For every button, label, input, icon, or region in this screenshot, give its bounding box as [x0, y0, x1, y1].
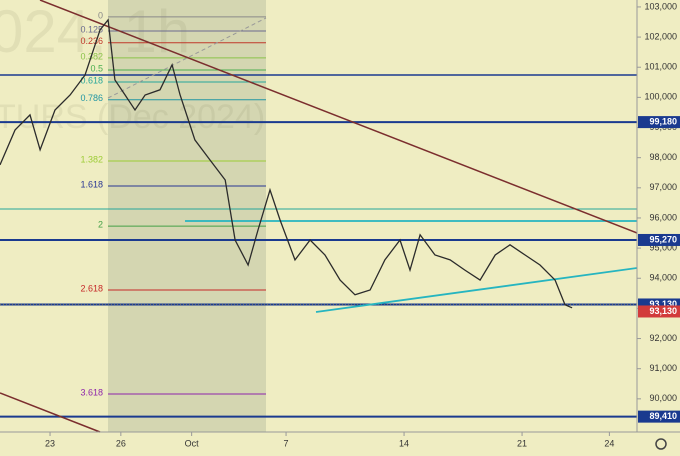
- y-tick-label: 95,000: [649, 242, 677, 252]
- fib-label: 2.618: [80, 283, 103, 293]
- y-tick-label: 101,000: [644, 62, 677, 72]
- fib-label: 1.382: [80, 154, 103, 164]
- settings-icon[interactable]: [655, 438, 667, 450]
- price-axis: [637, 0, 680, 456]
- x-tick-label: 26: [116, 438, 126, 448]
- price-tag: [638, 305, 680, 318]
- price-line: [0, 18, 573, 309]
- y-tick-label: 98,000: [649, 152, 677, 162]
- watermark: 024, 1h: [0, 0, 190, 65]
- y-tick-label: 91,000: [649, 363, 677, 373]
- fib-label: 0.5: [90, 63, 103, 73]
- x-tick-label: 23: [45, 438, 55, 448]
- trend-line: [315, 267, 638, 313]
- y-tick-label: 100,000: [644, 92, 677, 102]
- y-tick-label: 97,000: [649, 182, 677, 192]
- y-tick-label: 102,000: [644, 31, 677, 41]
- price-tag: [638, 233, 680, 246]
- fib-label: 0.786: [80, 93, 103, 103]
- x-tick-label: 14: [399, 438, 409, 448]
- x-tick-label: Oct: [185, 438, 200, 448]
- price-tag-label: 93,130: [649, 299, 677, 309]
- price-tag: [638, 410, 680, 423]
- watermark: TURS (Dec 2024): [0, 98, 265, 136]
- y-tick-label: 103,000: [644, 1, 677, 11]
- price-tag-label: 99,180: [649, 116, 677, 126]
- x-tick-label: 7: [284, 438, 289, 448]
- price-tag-label: 95,270: [649, 234, 677, 244]
- fib-zone: [108, 0, 266, 432]
- x-tick-label: 21: [517, 438, 527, 448]
- fib-label: 0.125: [80, 24, 103, 34]
- price-tag-label: 93,130: [649, 306, 677, 316]
- y-tick-label: 92,000: [649, 333, 677, 343]
- x-tick-label: 24: [604, 438, 614, 448]
- fib-label: 0.618: [80, 75, 103, 85]
- fib-label: 0.236: [80, 36, 103, 46]
- trend-line: [0, 392, 101, 433]
- y-tick-label: 94,000: [649, 273, 677, 283]
- fib-label: 0: [98, 10, 103, 20]
- price-tag: [638, 116, 680, 129]
- y-tick-label: 96,000: [649, 212, 677, 222]
- fib-label: 1.618: [80, 179, 103, 189]
- fib-diagonal: [107, 17, 267, 99]
- price-tag-label: 89,410: [649, 411, 677, 421]
- trend-line: [39, 0, 638, 234]
- y-tick-label: 90,000: [649, 393, 677, 403]
- fib-label: 2: [98, 219, 103, 229]
- fib-label: 3.618: [80, 387, 103, 397]
